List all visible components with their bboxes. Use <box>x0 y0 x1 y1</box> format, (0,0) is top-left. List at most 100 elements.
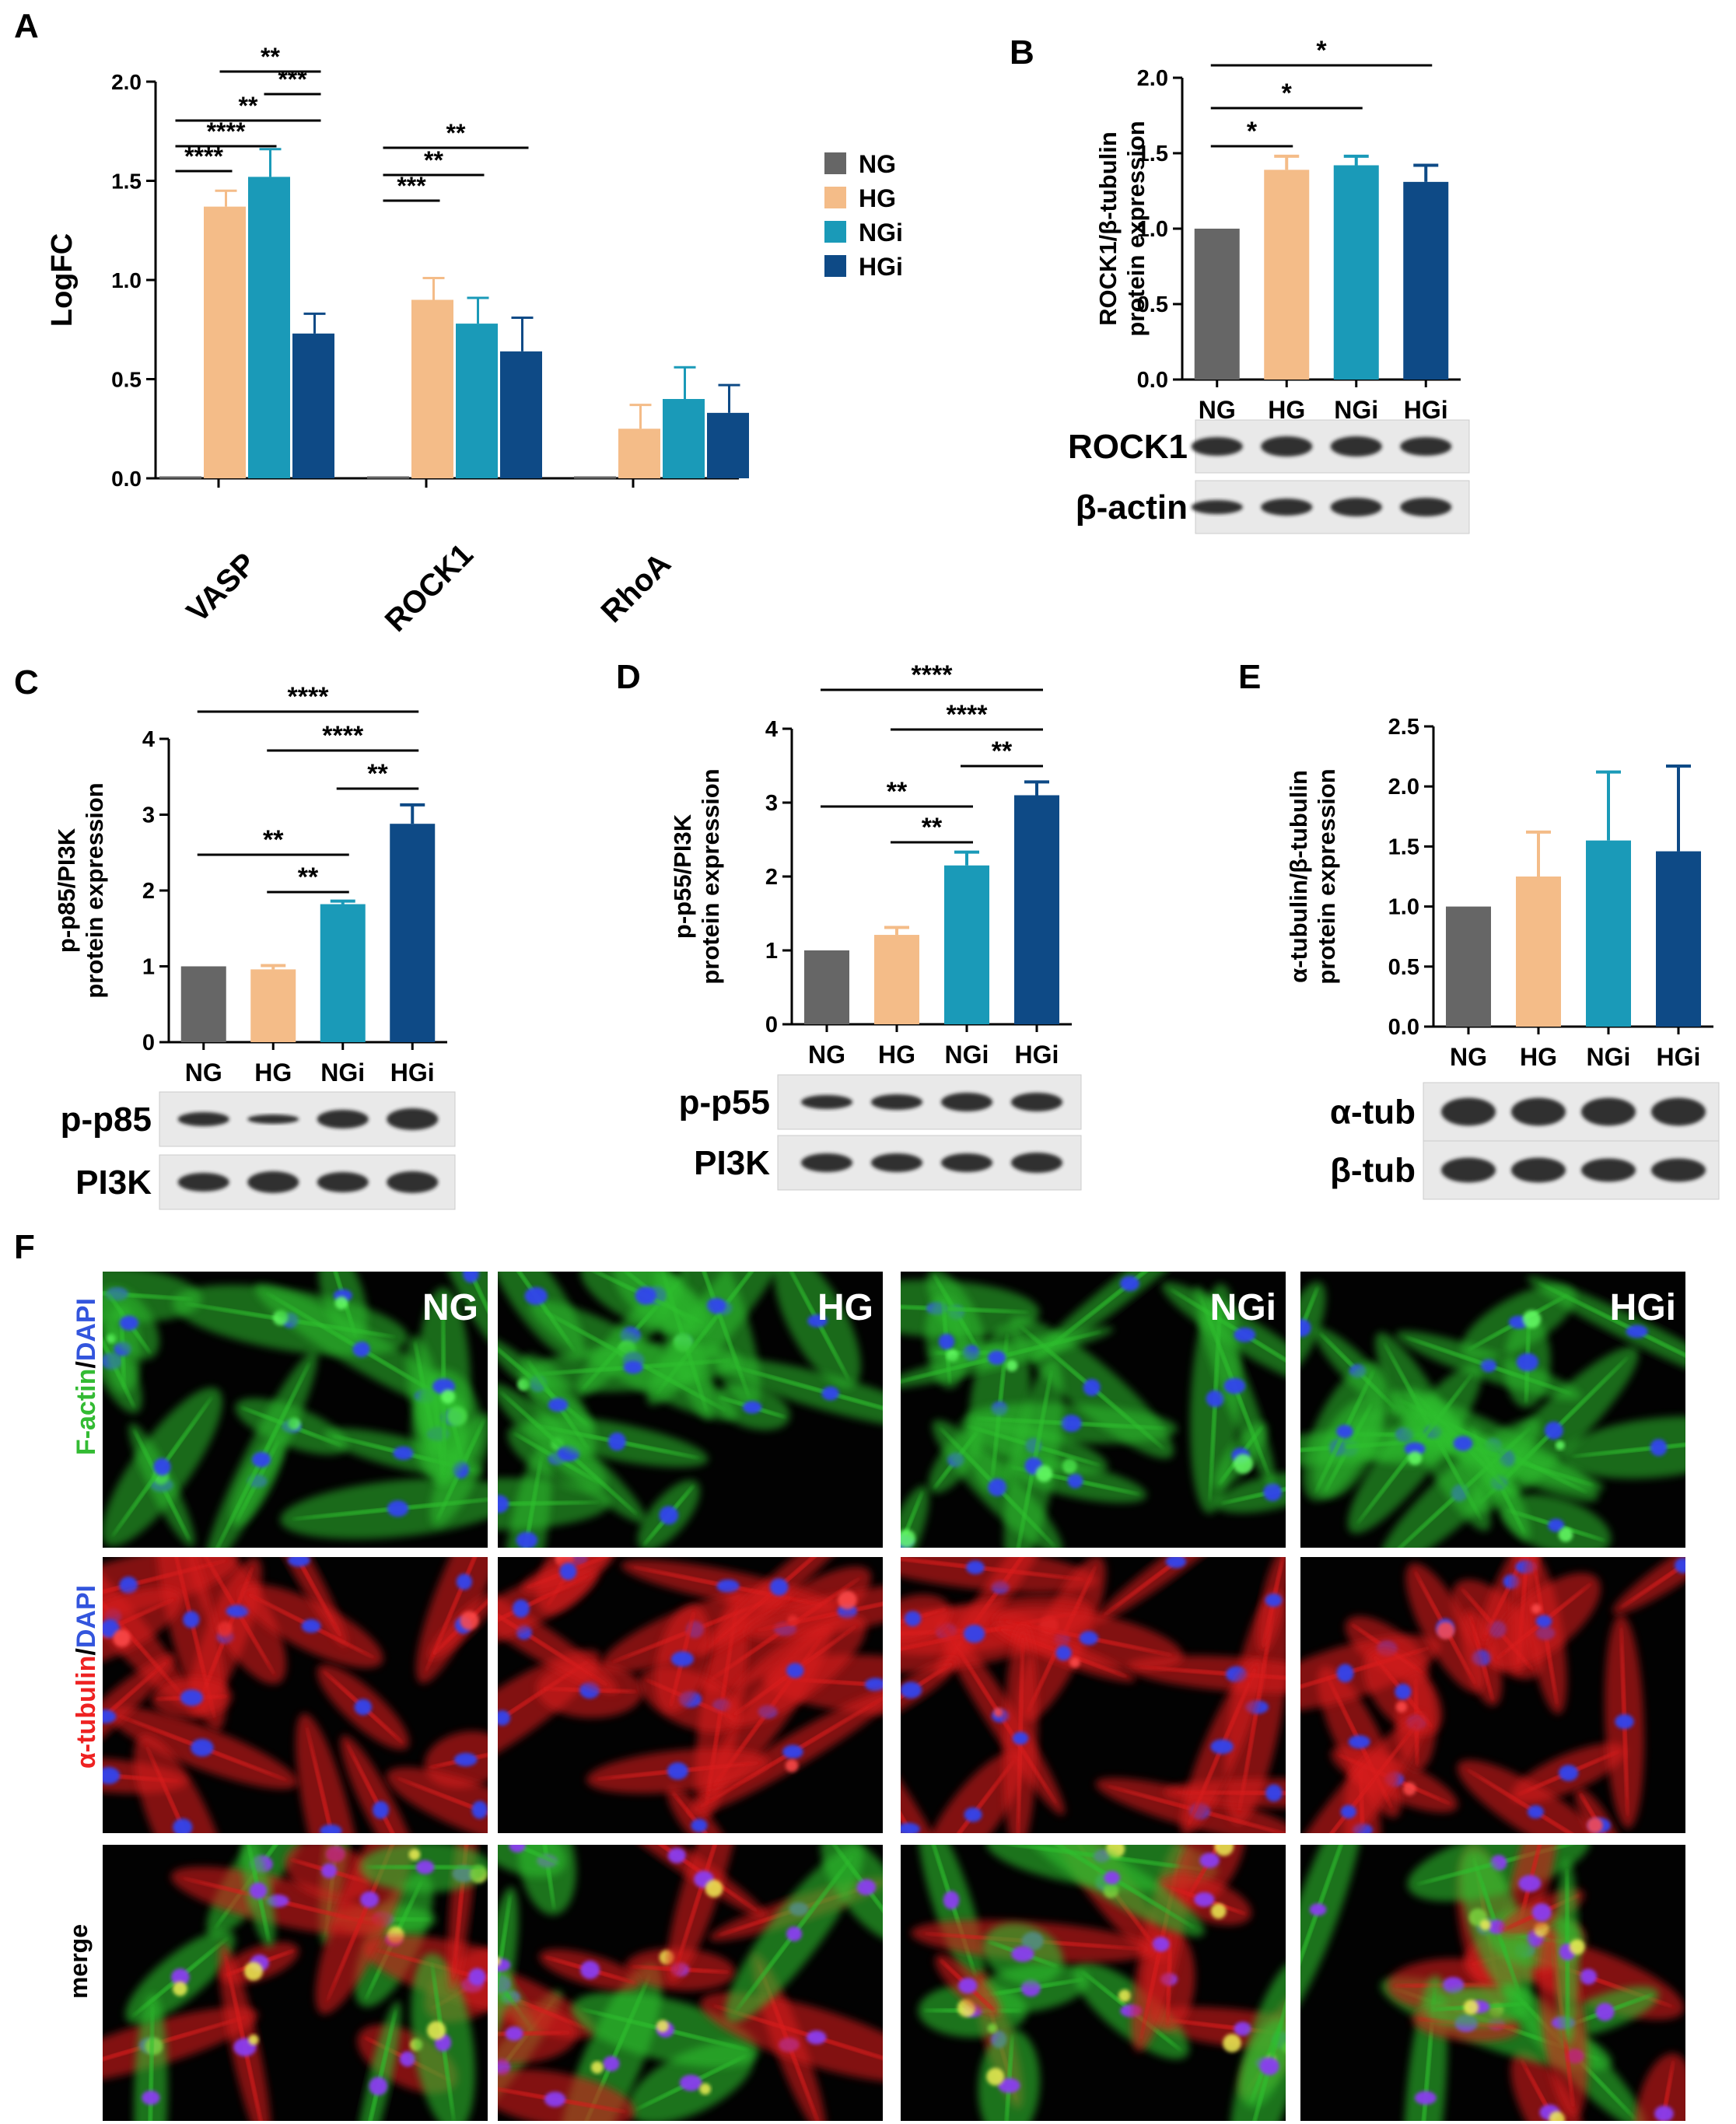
legend-swatch-hgi <box>824 255 846 277</box>
micrograph-r2-c4 <box>1300 1557 1685 1833</box>
bar-ngi <box>1586 840 1631 1027</box>
micrograph-content <box>498 1557 883 1833</box>
nucleus <box>373 1800 390 1819</box>
nucleus <box>856 1879 877 1895</box>
blot-label: PI3K <box>75 1163 152 1202</box>
y-axis-label: α-tubulin/β-tubulin <box>1285 770 1312 983</box>
nucleus <box>806 2030 827 2045</box>
legend-swatch-ng <box>824 152 846 174</box>
bright-spot <box>1069 1657 1080 1668</box>
bright-spot <box>986 2067 1005 2086</box>
nucleus <box>1336 1424 1353 1439</box>
blot-label: p-p55 <box>679 1083 770 1121</box>
bright-spot <box>656 2020 669 2033</box>
bar-hg <box>1264 170 1310 380</box>
nucleus <box>706 1297 726 1314</box>
micrograph-content <box>103 1845 488 2121</box>
nucleus <box>1650 1439 1668 1457</box>
micrograph-r1-c1: NG <box>103 1272 488 1548</box>
fluorescence-grid: NG HG NGi HGi <box>103 1272 1685 2121</box>
nucleus <box>548 1398 569 1412</box>
nucleus <box>1395 1683 1412 1700</box>
blot-band <box>1011 1093 1062 1111</box>
nucleus <box>1595 2003 1615 2021</box>
nucleus <box>901 1822 920 1833</box>
legend-label-hg: HG <box>859 184 896 212</box>
nucleus <box>1309 1903 1327 1916</box>
bright-spot <box>426 2021 446 2040</box>
y-tick-label: 0.0 <box>111 467 142 491</box>
nucleus <box>1263 1482 1283 1502</box>
micrograph-content <box>911 1845 1286 2121</box>
significance-label: ** <box>263 825 284 855</box>
blot-band <box>1651 1097 1706 1126</box>
row-label-merge: merge <box>65 1924 93 1999</box>
nucleus <box>462 1272 479 1283</box>
nucleus <box>1414 2091 1437 2105</box>
nucleus <box>1206 1390 1225 1408</box>
bright-spot <box>460 1611 479 1630</box>
nucleus <box>1518 1874 1542 1892</box>
significance-label: *** <box>278 65 307 93</box>
bar-ng <box>1446 906 1491 1027</box>
blot-band <box>1581 1097 1636 1126</box>
blot-band <box>177 1112 229 1126</box>
nucleus <box>607 1432 626 1451</box>
x-tick-label: NGi <box>1587 1043 1631 1071</box>
nucleus <box>943 1891 960 1910</box>
bright-spot <box>243 1961 263 1981</box>
nucleus <box>659 1506 679 1525</box>
nucleus <box>119 1576 138 1594</box>
legend-label-ngi: NGi <box>859 219 903 247</box>
blot-band <box>387 1171 439 1193</box>
nucleus <box>1559 1765 1579 1782</box>
bright-spot <box>248 2035 259 2045</box>
bright-spot <box>1555 1440 1566 1450</box>
micrograph-r3-c3 <box>901 1845 1286 2121</box>
nucleus <box>512 1599 530 1618</box>
nucleus <box>415 1860 435 1874</box>
nucleus <box>1348 1735 1370 1749</box>
nucleus <box>191 1738 214 1757</box>
x-tick-label: HG <box>1520 1043 1557 1071</box>
nucleus <box>1223 1377 1246 1394</box>
western-blot-c: p-p85 PI3K <box>61 1091 456 1210</box>
nucleus <box>1194 1891 1215 1907</box>
bright-spot <box>498 1956 501 1966</box>
nucleus <box>173 1818 193 1833</box>
micrograph-content <box>103 1557 488 1833</box>
blot-band <box>1581 1158 1636 1182</box>
blot-band <box>1330 436 1382 457</box>
nucleus <box>635 1286 656 1305</box>
bar-hg <box>411 299 453 478</box>
significance-label: **** <box>288 682 330 712</box>
y-tick-label: 1 <box>142 955 155 980</box>
nucleus <box>904 1611 922 1627</box>
western-blot-e: α-tub β-tub <box>1330 1082 1720 1200</box>
significance-label: **** <box>912 660 954 690</box>
nucleus <box>1120 1275 1139 1292</box>
bar-ng <box>804 950 849 1024</box>
significance-label: ** <box>367 759 388 789</box>
micrograph-content <box>498 1272 883 1548</box>
bar-hgi <box>707 412 749 478</box>
y-tick-label: 0.5 <box>111 368 142 392</box>
nucleus <box>1055 1645 1072 1661</box>
y-tick-label: 2.0 <box>111 70 142 94</box>
nucleus <box>1165 1557 1187 1569</box>
y-tick-label: 0 <box>142 1031 155 1055</box>
x-tick-label: NGi <box>1334 396 1378 424</box>
nucleus <box>498 1709 511 1726</box>
panel-label-c: C <box>14 663 39 702</box>
bright-spot <box>1006 1359 1018 1372</box>
nucleus <box>354 1699 373 1716</box>
nucleus <box>498 1958 511 1972</box>
x-tick-label: ROCK1 <box>379 537 480 639</box>
nucleus <box>180 1689 204 1706</box>
micrograph-content <box>498 1845 883 2121</box>
nucleus <box>691 1818 708 1832</box>
nucleus <box>387 1500 409 1517</box>
bright-spot <box>334 1296 348 1310</box>
y-axis-label: ROCK1/β-tubulin <box>1094 131 1122 326</box>
blot-band <box>317 1110 369 1128</box>
